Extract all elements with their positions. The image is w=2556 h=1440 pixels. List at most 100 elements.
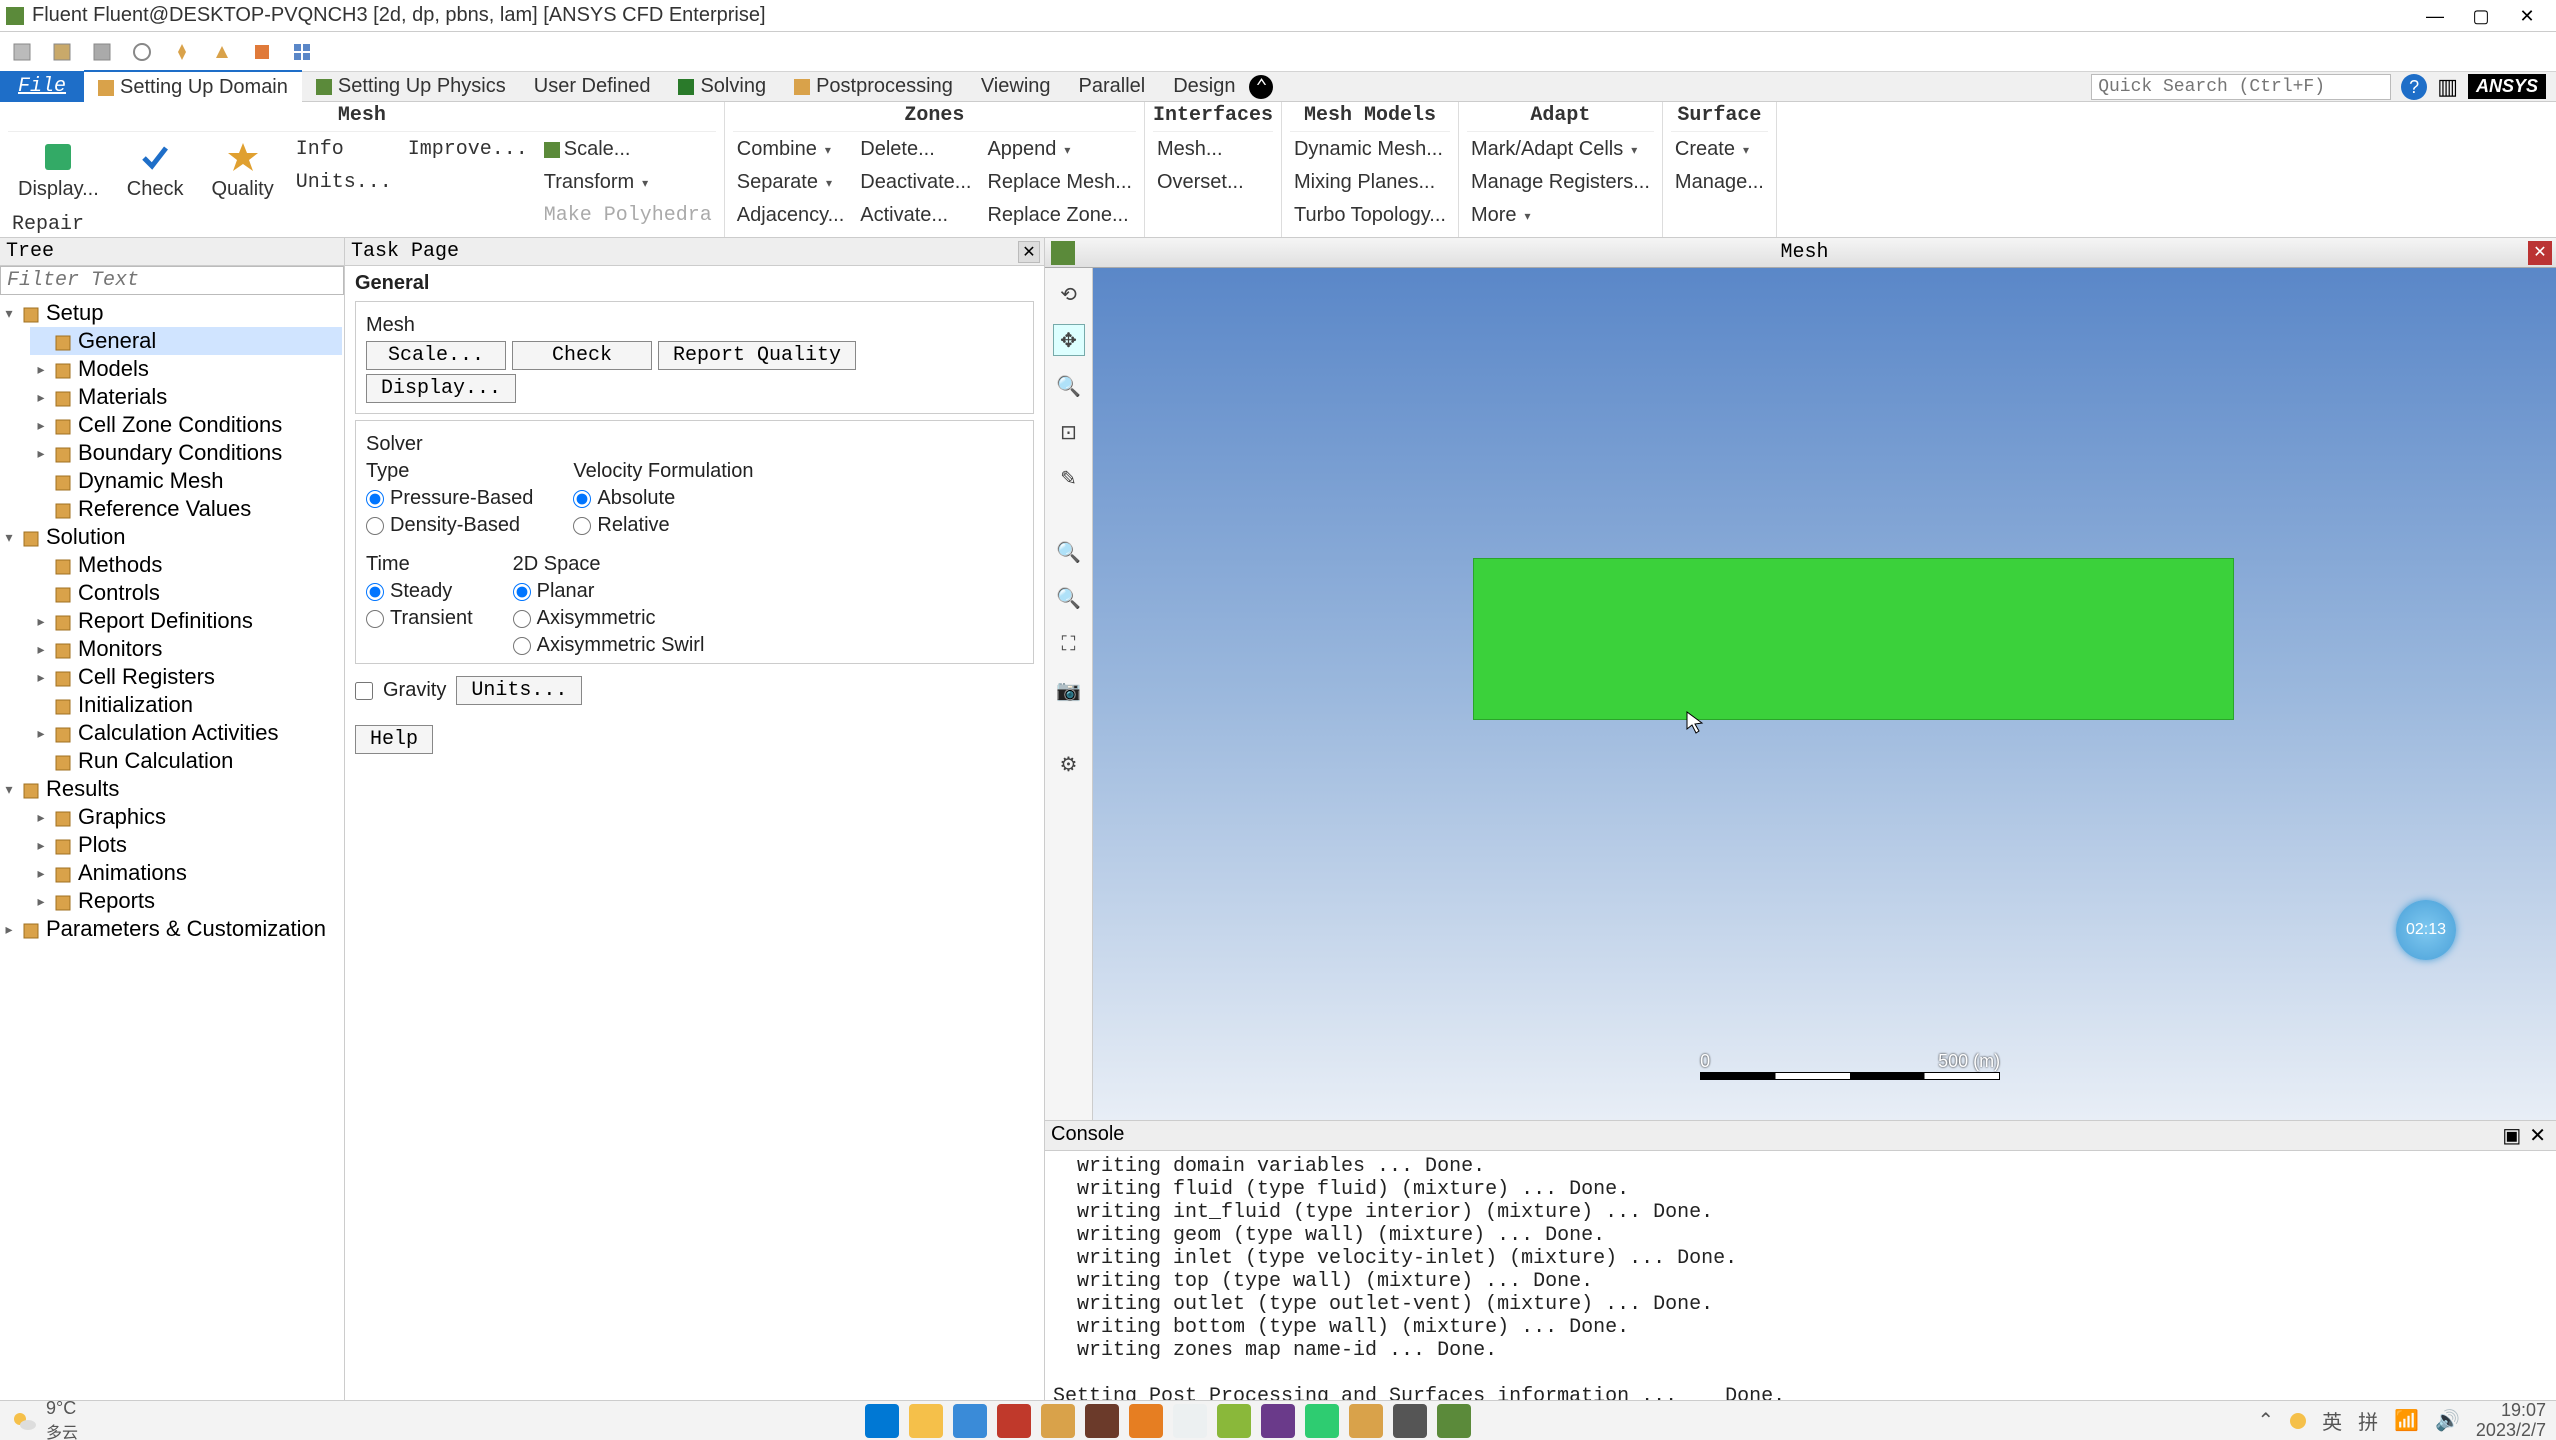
interfaces-overset[interactable]: Overset...: [1153, 169, 1248, 196]
qat-icon-4[interactable]: [128, 38, 156, 66]
ribbon-tab-viewing[interactable]: Viewing: [967, 70, 1065, 103]
qat-icon-2[interactable]: [48, 38, 76, 66]
close-button[interactable]: ✕: [2504, 1, 2550, 31]
velocity-absolute[interactable]: Absolute: [573, 487, 753, 510]
tree-node-monitors[interactable]: ▸Monitors: [30, 635, 342, 663]
volume-icon[interactable]: 🔊: [2435, 1408, 2460, 1433]
display-button[interactable]: Display...: [366, 374, 516, 403]
taskbar-app-app-red[interactable]: [997, 1404, 1031, 1438]
mesh-units[interactable]: Units...: [292, 169, 396, 196]
tree-node-controls[interactable]: Controls: [30, 579, 342, 607]
qat-icon-7[interactable]: [248, 38, 276, 66]
maximize-button[interactable]: ▢: [2458, 1, 2504, 31]
mesh-big-check[interactable]: Check: [117, 136, 194, 205]
report-quality-button[interactable]: Report Quality: [658, 341, 856, 370]
qat-icon-6[interactable]: [208, 38, 236, 66]
time-transient[interactable]: Transient: [366, 607, 473, 630]
clock[interactable]: 19:07 2023/2/7: [2476, 1401, 2546, 1440]
qat-icon-3[interactable]: [88, 38, 116, 66]
ime-mode[interactable]: 拼: [2358, 1406, 2378, 1435]
ribbon-tab-setting-up-physics[interactable]: Setting Up Physics: [302, 70, 520, 103]
tree-node-setup[interactable]: ▾Setup: [2, 299, 342, 327]
tree-node-parameters-customization[interactable]: ▸Parameters & Customization: [2, 915, 342, 943]
adapt-more[interactable]: More▾: [1467, 202, 1654, 229]
tree-node-calculation-activities[interactable]: ▸Calculation Activities: [30, 719, 342, 747]
ime-lang[interactable]: 英: [2322, 1406, 2342, 1435]
tree-node-plots[interactable]: ▸Plots: [30, 831, 342, 859]
taskbar-app-ansys1[interactable]: [1041, 1404, 1075, 1438]
tree-node-models[interactable]: ▸Models: [30, 355, 342, 383]
zones-combine[interactable]: Combine▾: [733, 136, 848, 163]
space-planar[interactable]: Planar: [513, 580, 705, 603]
taskbar-app-app-green[interactable]: [1217, 1404, 1251, 1438]
space-radio[interactable]: [513, 637, 531, 655]
tree-node-animations[interactable]: ▸Animations: [30, 859, 342, 887]
wifi-icon[interactable]: 📶: [2394, 1408, 2419, 1433]
mesh-info[interactable]: Info: [292, 136, 396, 163]
console-close-icon[interactable]: ✕: [2525, 1123, 2550, 1148]
qat-icon-5[interactable]: [168, 38, 196, 66]
zones-adjacency[interactable]: Adjacency...: [733, 202, 848, 229]
velocity-radio[interactable]: [573, 517, 591, 535]
tray-chevron-icon[interactable]: ⌃: [2257, 1408, 2274, 1433]
solver-type-radio[interactable]: [366, 490, 384, 508]
taskbar-app-fluent[interactable]: [1437, 1404, 1471, 1438]
view-options-icon[interactable]: ⚙: [1053, 748, 1085, 780]
surface-manage[interactable]: Manage...: [1671, 169, 1768, 196]
tree-node-results[interactable]: ▾Results: [2, 775, 342, 803]
solver-type-pressurebased[interactable]: Pressure-Based: [366, 487, 533, 510]
view-pan-icon[interactable]: ✥: [1053, 324, 1085, 356]
taskbar-app-app-dark[interactable]: [1085, 1404, 1119, 1438]
meshmodels-turbotopology[interactable]: Turbo Topology...: [1290, 202, 1450, 229]
zones-activate[interactable]: Activate...: [856, 202, 975, 229]
space-radio[interactable]: [513, 610, 531, 628]
time-radio[interactable]: [366, 610, 384, 628]
file-tab[interactable]: File: [0, 71, 84, 102]
taskbar-app-wechat[interactable]: [1305, 1404, 1339, 1438]
mesh-transform[interactable]: Transform▾: [540, 169, 716, 196]
help-icon[interactable]: ?: [2401, 74, 2427, 100]
tree-node-reference-values[interactable]: Reference Values: [30, 495, 342, 523]
view-probe-icon[interactable]: ✎: [1053, 462, 1085, 494]
view-zoom-in-icon[interactable]: 🔍: [1053, 536, 1085, 568]
mesh-scale[interactable]: Scale...: [540, 136, 716, 163]
taskbar-app-app-purple[interactable]: [1261, 1404, 1295, 1438]
view-camera-icon[interactable]: 📷: [1053, 674, 1085, 706]
taskbar-app-start[interactable]: [865, 1404, 899, 1438]
surface-create[interactable]: Create▾: [1671, 136, 1768, 163]
mesh-polyhedra[interactable]: Make Polyhedra: [540, 202, 716, 229]
view-zoom-out-icon[interactable]: 🔍: [1053, 582, 1085, 614]
tree-node-run-calculation[interactable]: Run Calculation: [30, 747, 342, 775]
taskbar-app-terminal[interactable]: [1393, 1404, 1427, 1438]
gravity-checkbox[interactable]: [355, 682, 373, 700]
ribbon-tab-solving[interactable]: Solving: [664, 70, 780, 103]
weather-widget[interactable]: 9°C 多云: [10, 1398, 78, 1440]
mesh-big-display[interactable]: Display...: [8, 136, 109, 205]
check-button[interactable]: Check: [512, 341, 652, 370]
taskbar-app-ime[interactable]: [1173, 1404, 1207, 1438]
taskbar-app-ansys2[interactable]: [1349, 1404, 1383, 1438]
adapt-markadaptcells[interactable]: Mark/Adapt Cells▾: [1467, 136, 1654, 163]
view-zoom-icon[interactable]: 🔍: [1053, 370, 1085, 402]
space-axisymmetricswirl[interactable]: Axisymmetric Swirl: [513, 634, 705, 657]
quick-search-input[interactable]: [2091, 74, 2391, 100]
solver-type-densitybased[interactable]: Density-Based: [366, 514, 533, 537]
tray-status-icon[interactable]: [2290, 1413, 2306, 1429]
qat-icon-1[interactable]: [8, 38, 36, 66]
tree-filter-input[interactable]: [0, 266, 344, 295]
tree-node-cell-registers[interactable]: ▸Cell Registers: [30, 663, 342, 691]
zones-append[interactable]: Append▾: [983, 136, 1136, 163]
tree-node-boundary-conditions[interactable]: ▸Boundary Conditions: [30, 439, 342, 467]
mesh-big-quality[interactable]: Quality: [201, 136, 283, 205]
velocity-radio[interactable]: [573, 490, 591, 508]
tree-node-solution[interactable]: ▾Solution: [2, 523, 342, 551]
tree-node-methods[interactable]: Methods: [30, 551, 342, 579]
ribbon-tab-parallel[interactable]: Parallel: [1065, 70, 1160, 103]
mesh-improve[interactable]: Improve...: [404, 136, 532, 163]
interfaces-mesh[interactable]: Mesh...: [1153, 136, 1248, 163]
console-restore-icon[interactable]: ▣: [2498, 1123, 2525, 1148]
zones-replacemesh[interactable]: Replace Mesh...: [983, 169, 1136, 196]
time-radio[interactable]: [366, 583, 384, 601]
adapt-manageregisters[interactable]: Manage Registers...: [1467, 169, 1654, 196]
layout-icon[interactable]: ▥: [2437, 74, 2458, 100]
